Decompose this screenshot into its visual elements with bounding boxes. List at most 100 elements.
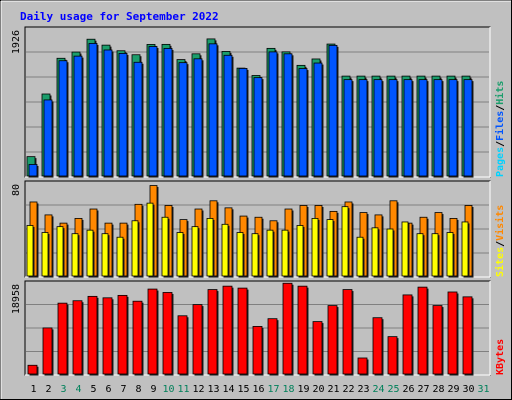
sites-bar-23 [356,236,364,277]
x-tick-label-8: 8 [135,384,141,395]
kbytes-bar-1 [27,364,38,375]
sites-bar-3 [56,226,64,277]
x-tick-label-17: 17 [267,384,279,395]
sites-bar-20 [311,218,319,277]
sites-bar-19 [296,225,304,277]
sites-bar-2 [41,232,49,277]
kbytes-bar-18 [282,282,293,375]
x-tick-label-13: 13 [207,384,219,395]
x-tick-label-7: 7 [120,384,126,395]
files-bar-21 [328,44,338,177]
kbytes-bar-12 [192,304,203,375]
x-tick-label-16: 16 [252,384,264,395]
sites-bar-18 [281,229,289,277]
sites-bar-10 [161,216,169,277]
x-tick-label-3: 3 [60,384,66,395]
kbytes-bar-19 [297,285,308,375]
files-bar-3 [58,60,68,177]
sites-bar-1 [26,225,34,277]
kbytes-bar-14 [222,285,233,375]
x-tick-label-31: 31 [477,384,489,395]
files-bar-5 [88,43,98,177]
files-bar-16 [253,77,263,177]
files-bar-2 [43,99,53,177]
files-bar-12 [193,58,203,177]
kbytes-bar-7 [117,294,128,375]
sites-bar-26 [401,221,409,277]
sites-bar-11 [176,232,184,277]
files-bar-23 [358,79,368,177]
sites-bar-5 [86,229,94,277]
kbytes-bar-2 [42,327,53,375]
kbytes-bar-16 [252,326,263,375]
x-tick-label-30: 30 [462,384,474,395]
kbytes-bar-8 [132,300,143,375]
x-tick-label-10: 10 [162,384,174,395]
kbytes-bar-9 [147,288,158,375]
x-tick-label-12: 12 [192,384,204,395]
files-bar-13 [208,43,218,177]
x-tick-label-4: 4 [75,384,81,395]
x-tick-label-5: 5 [90,384,96,395]
kbytes-bar-5 [87,295,98,375]
x-tick-label-1: 1 [30,384,36,395]
legend-usage: Pages/Files/Hits [494,81,506,177]
sites-bar-30 [461,221,469,277]
files-bar-19 [298,68,308,177]
kbytes-bar-15 [237,287,248,375]
files-bar-14 [223,54,233,177]
sites-bar-13 [206,218,214,277]
kbytes-bar-24 [372,317,383,375]
x-tick-label-14: 14 [222,384,234,395]
sites-bar-7 [116,236,124,277]
x-tick-label-26: 26 [402,384,414,395]
x-tick-label-15: 15 [237,384,249,395]
files-bar-18 [283,53,293,177]
sites-bar-25 [386,228,394,277]
sites-bar-29 [446,232,454,277]
x-tick-label-6: 6 [105,384,111,395]
files-bar-11 [178,62,188,177]
kbytes-bar-25 [387,336,398,375]
y-max-label-1: 80 [11,184,22,196]
files-bar-4 [73,55,83,177]
files-bar-20 [313,62,323,177]
x-tick-label-11: 11 [177,384,189,395]
x-tick-label-20: 20 [312,384,324,395]
legend-item: / [495,241,506,247]
x-tick-label-21: 21 [327,384,339,395]
kbytes-bar-10 [162,292,173,375]
sites-bar-17 [266,229,274,277]
files-bar-28 [433,79,443,177]
files-bar-7 [118,53,128,177]
chart-title: Daily usage for September 2022 [20,10,219,23]
kbytes-bar-28 [432,305,443,375]
sites-bar-8 [131,220,139,277]
sites-bar-9 [146,202,154,277]
sites-bar-12 [191,226,199,277]
legend-item: Visits [494,205,506,241]
files-bar-9 [148,46,158,177]
files-bar-25 [388,79,398,177]
x-tick-label-19: 19 [297,384,309,395]
kbytes-bar-27 [417,286,428,375]
x-tick-label-22: 22 [342,384,354,395]
files-bar-30 [463,79,473,177]
x-tick-label-9: 9 [150,384,156,395]
files-bar-8 [133,61,143,177]
kbytes-bar-21 [327,305,338,375]
files-bar-17 [268,51,278,177]
x-tick-label-25: 25 [387,384,399,395]
kbytes-bar-20 [312,321,323,375]
sites-bar-16 [251,233,259,277]
kbytes-bar-13 [207,289,218,375]
legend-item: Sites [494,247,506,277]
files-bar-22 [343,79,353,177]
files-bar-10 [163,48,173,177]
legend-item: Pages [495,147,506,177]
files-bar-29 [448,79,458,177]
legend-item: Hits [494,81,506,105]
files-bar-24 [373,79,383,177]
x-tick-label-29: 29 [447,384,459,395]
